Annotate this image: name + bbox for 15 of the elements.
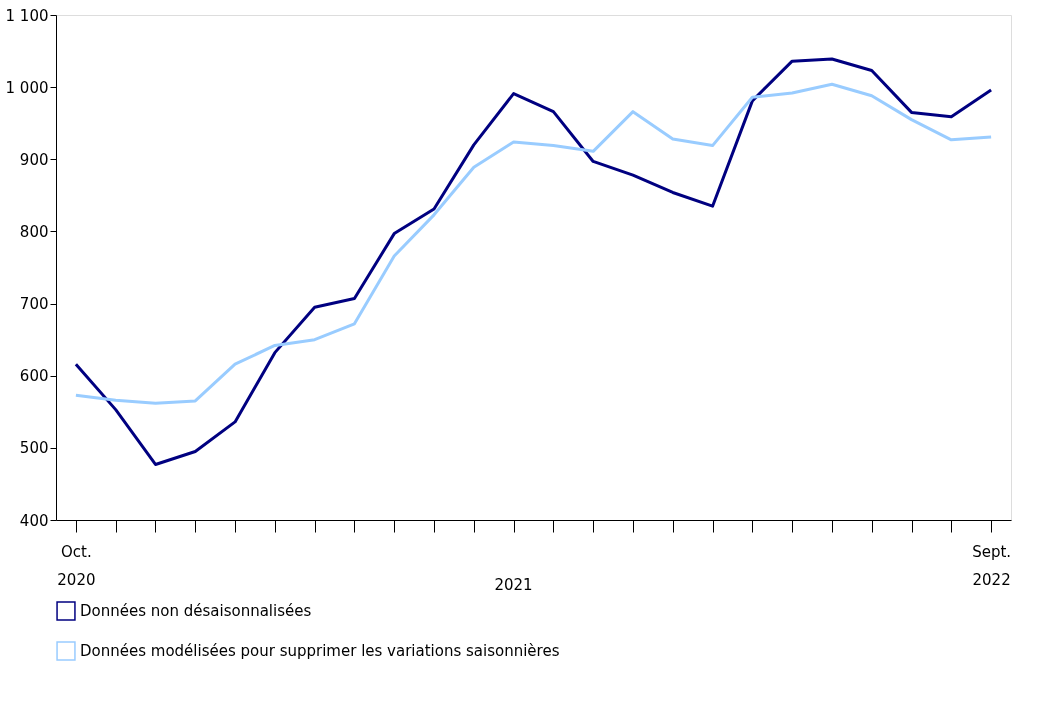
legend-label: Données non désaisonnalisées: [80, 602, 312, 620]
y-tick-label: 900: [19, 150, 49, 169]
x-tick-label: Oct. 2020: [57, 542, 96, 589]
y-tick-label: 500: [19, 439, 49, 458]
y-tick-label: 1 000: [5, 78, 49, 97]
legend-label: Données modélisées pour supprimer les variations saisonnières: [80, 642, 560, 660]
x-tick-label: Sept. 2022: [972, 542, 1012, 589]
y-tick-label: 700: [19, 295, 49, 314]
y-tick-label: 800: [19, 222, 49, 241]
line-series: [74, 57, 993, 466]
y-tick-label: 400: [19, 511, 49, 530]
y-tick-label: 1 100: [5, 6, 49, 25]
text: 2021: [494, 576, 533, 594]
y-tick-label: 600: [19, 367, 49, 386]
line-series: [74, 82, 993, 405]
